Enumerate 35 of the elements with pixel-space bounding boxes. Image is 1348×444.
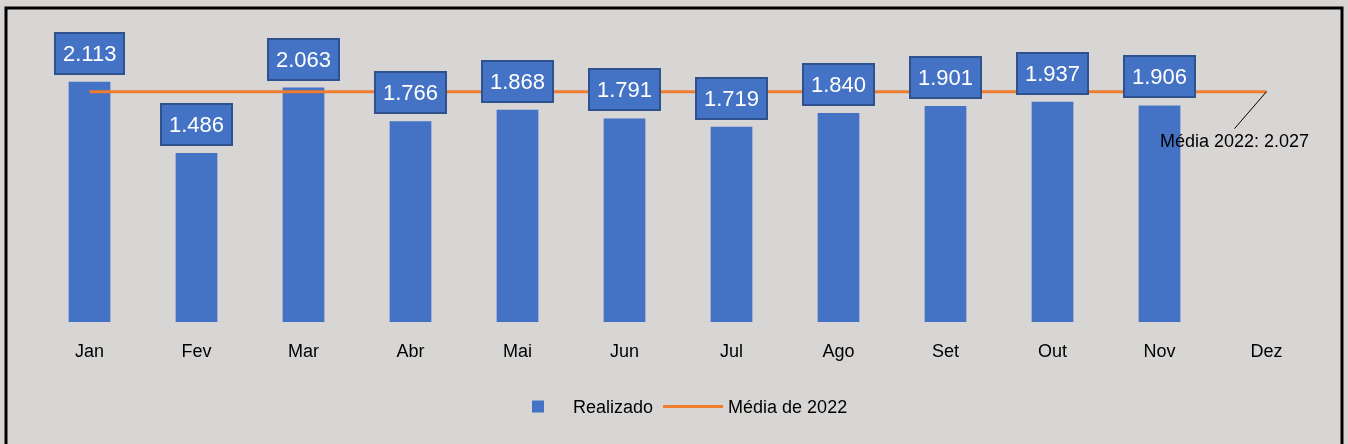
bar <box>389 121 432 322</box>
data-label: 1.937 <box>1025 61 1081 86</box>
data-label: 1.719 <box>704 86 760 111</box>
x-tick-label: Abr <box>396 341 425 361</box>
x-tick-label: Jan <box>74 341 105 361</box>
x-tick-label: Dez <box>1250 341 1283 361</box>
x-tick-label: Jul <box>719 341 744 361</box>
data-label: 2.063 <box>276 47 332 72</box>
x-tick-label: Jun <box>609 341 640 361</box>
bar <box>496 109 539 322</box>
x-tick-label: Ago <box>822 341 855 361</box>
data-label: 1.486 <box>169 112 225 137</box>
bar <box>68 81 111 322</box>
bar <box>282 87 325 322</box>
bar <box>1031 101 1074 322</box>
data-label: 1.791 <box>597 77 653 102</box>
bar <box>603 118 646 322</box>
data-label: 1.906 <box>1132 64 1188 89</box>
x-tick-label: Nov <box>1143 341 1176 361</box>
x-tick-label: Mai <box>502 341 533 361</box>
data-label: 1.901 <box>918 65 974 90</box>
data-label: 2.113 <box>63 41 117 66</box>
bar <box>175 153 218 322</box>
x-tick-label: Out <box>1037 341 1068 361</box>
bar <box>924 105 967 322</box>
x-tick-label: Set <box>931 341 960 361</box>
data-label: 1.840 <box>811 72 867 97</box>
bar <box>817 112 860 322</box>
bar <box>710 126 753 322</box>
legend-label: Média de 2022 <box>728 397 848 418</box>
data-label: 1.766 <box>383 80 439 105</box>
legend-label: Realizado <box>573 397 654 418</box>
x-tick-label: Fev <box>181 341 212 361</box>
data-label: 1.868 <box>490 69 546 94</box>
x-tick-label: Mar <box>288 341 319 361</box>
